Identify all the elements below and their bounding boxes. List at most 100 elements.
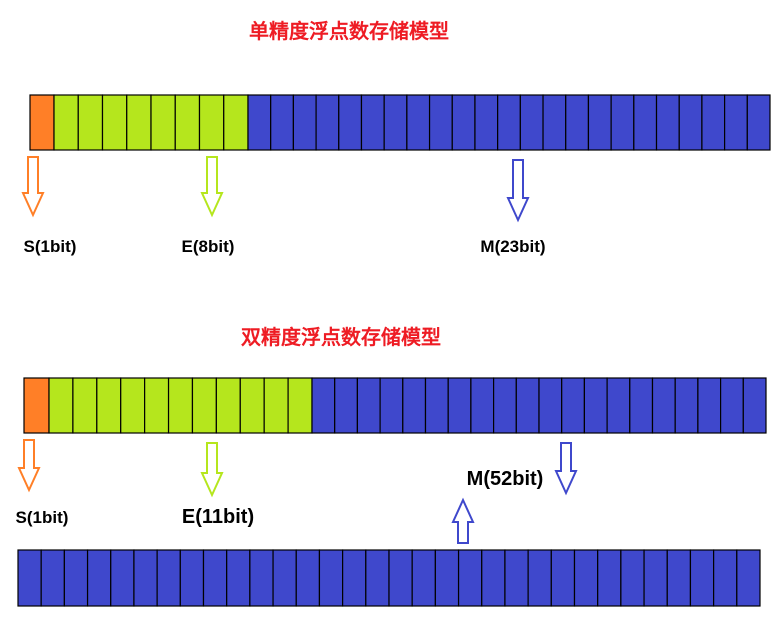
mantissa-bit-cell — [292, 94, 317, 151]
double-bit-row — [23, 377, 767, 434]
mantissa-bit-cell — [538, 377, 563, 434]
mantissa-bit-cell — [402, 377, 427, 434]
mantissa-bit-cell — [583, 377, 608, 434]
mantissa-bit-cell — [356, 377, 381, 434]
arrow-down-icon — [21, 156, 45, 218]
double-sign-label: S(1bit) — [16, 508, 69, 527]
mantissa-bit-cell — [736, 549, 761, 607]
exponent-bit-cell — [174, 94, 201, 151]
mantissa-bit-cell — [365, 549, 390, 607]
exponent-bit-cell — [150, 94, 176, 151]
exponent-bit-cell — [77, 94, 104, 151]
mantissa-bit-cell — [655, 94, 680, 151]
mantissa-bit-cell — [451, 94, 476, 151]
mantissa-bit-cell — [674, 377, 699, 434]
mantissa-bit-cell — [561, 377, 586, 434]
mantissa-bit-cell — [334, 377, 359, 434]
mantissa-bit-cell — [411, 549, 436, 607]
mantissa-bit-cell — [666, 549, 692, 607]
mantissa-bit-cell — [651, 377, 676, 434]
mantissa-bit-cell — [504, 549, 529, 607]
arrow-down-icon — [200, 442, 224, 498]
mantissa-bit-cell — [474, 94, 499, 151]
mantissa-bit-cell — [247, 94, 272, 151]
mantissa-bit-cell — [550, 549, 576, 607]
exponent-bit-cell — [198, 94, 225, 151]
single-exponent-label: E(8bit) — [182, 237, 235, 256]
mantissa-bit-cell — [746, 94, 771, 151]
mantissa-bit-cell — [515, 377, 540, 434]
mantissa-bit-cell — [610, 94, 635, 151]
mantissa-bit-cell — [311, 377, 336, 434]
mantissa-bit-cell — [497, 94, 521, 151]
mantissa-bit-cell — [17, 549, 42, 607]
mantissa-bit-cell — [338, 94, 363, 151]
arrow-up-icon — [451, 497, 475, 544]
mantissa-bit-cell — [597, 549, 622, 607]
mantissa-bit-cell — [63, 549, 89, 607]
mantissa-bit-cell — [470, 377, 495, 434]
mantissa-bit-cell — [629, 377, 654, 434]
mantissa-bit-cell — [379, 377, 404, 434]
mantissa-bit-cell — [202, 549, 228, 607]
mantissa-bit-cell — [519, 94, 544, 151]
exponent-bit-cell — [96, 377, 122, 434]
mantissa-bit-cell — [406, 94, 431, 151]
mantissa-bit-cell — [428, 94, 453, 151]
mantissa-bit-cell — [434, 549, 460, 607]
mantissa-bit-cell — [527, 549, 552, 607]
double-mantissa-continuation-row — [17, 549, 761, 607]
exponent-bit-cell — [223, 94, 249, 151]
exponent-bit-cell — [126, 94, 152, 151]
mantissa-bit-cell — [424, 377, 449, 434]
arrow-down-icon — [506, 159, 530, 223]
sign-bit-cell — [23, 377, 50, 434]
exponent-bit-cell — [120, 377, 146, 434]
mantissa-bit-cell — [295, 549, 321, 607]
mantissa-bit-cell — [86, 549, 112, 607]
mantissa-bit-cell — [742, 377, 767, 434]
mantissa-bit-cell — [318, 549, 344, 607]
arrow-down-icon — [17, 439, 41, 493]
double-exponent-label: E(11bit) — [182, 506, 254, 528]
mantissa-bit-cell — [457, 549, 483, 607]
mantissa-bit-cell — [226, 549, 251, 607]
exponent-bit-cell — [263, 377, 289, 434]
exponent-bit-cell — [287, 377, 313, 434]
single-sign-label: S(1bit) — [24, 237, 77, 256]
mantissa-bit-cell — [156, 549, 181, 607]
mantissa-bit-cell — [383, 94, 408, 151]
mantissa-bit-cell — [643, 549, 668, 607]
mantissa-bit-cell — [315, 94, 340, 151]
arrows — [17, 156, 578, 544]
arrow-down-icon — [200, 156, 224, 218]
mantissa-bit-cell — [272, 549, 297, 607]
mantissa-bit-cell — [270, 94, 294, 151]
mantissa-bit-cell — [697, 377, 722, 434]
mantissa-bit-cell — [719, 377, 744, 434]
exponent-bit-cell — [101, 94, 128, 151]
exponent-bit-cell — [215, 377, 241, 434]
mantissa-bit-cell — [179, 549, 205, 607]
mantissa-bit-cell — [724, 94, 748, 151]
mantissa-bit-cell — [110, 549, 135, 607]
mantissa-bit-cell — [633, 94, 658, 151]
mantissa-bit-cell — [620, 549, 645, 607]
single-title: 单精度浮点数存储模型 — [249, 19, 449, 43]
mantissa-bit-cell — [689, 549, 715, 607]
exponent-bit-cell — [144, 377, 170, 434]
exponent-bit-cell — [191, 377, 217, 434]
sign-bit-cell — [29, 94, 55, 151]
mantissa-bit-cell — [342, 549, 367, 607]
single-bit-row — [29, 94, 771, 151]
exponent-bit-cell — [167, 377, 194, 434]
exponent-bit-cell — [53, 94, 79, 151]
mantissa-bit-cell — [542, 94, 567, 151]
mantissa-bit-cell — [40, 549, 65, 607]
exponent-bit-cell — [48, 377, 74, 434]
mantissa-bit-cell — [481, 549, 506, 607]
double-title: 双精度浮点数存储模型 — [241, 325, 441, 349]
mantissa-bit-cell — [447, 377, 472, 434]
mantissa-bit-cell — [133, 549, 158, 607]
mantissa-bit-cell — [678, 94, 703, 151]
